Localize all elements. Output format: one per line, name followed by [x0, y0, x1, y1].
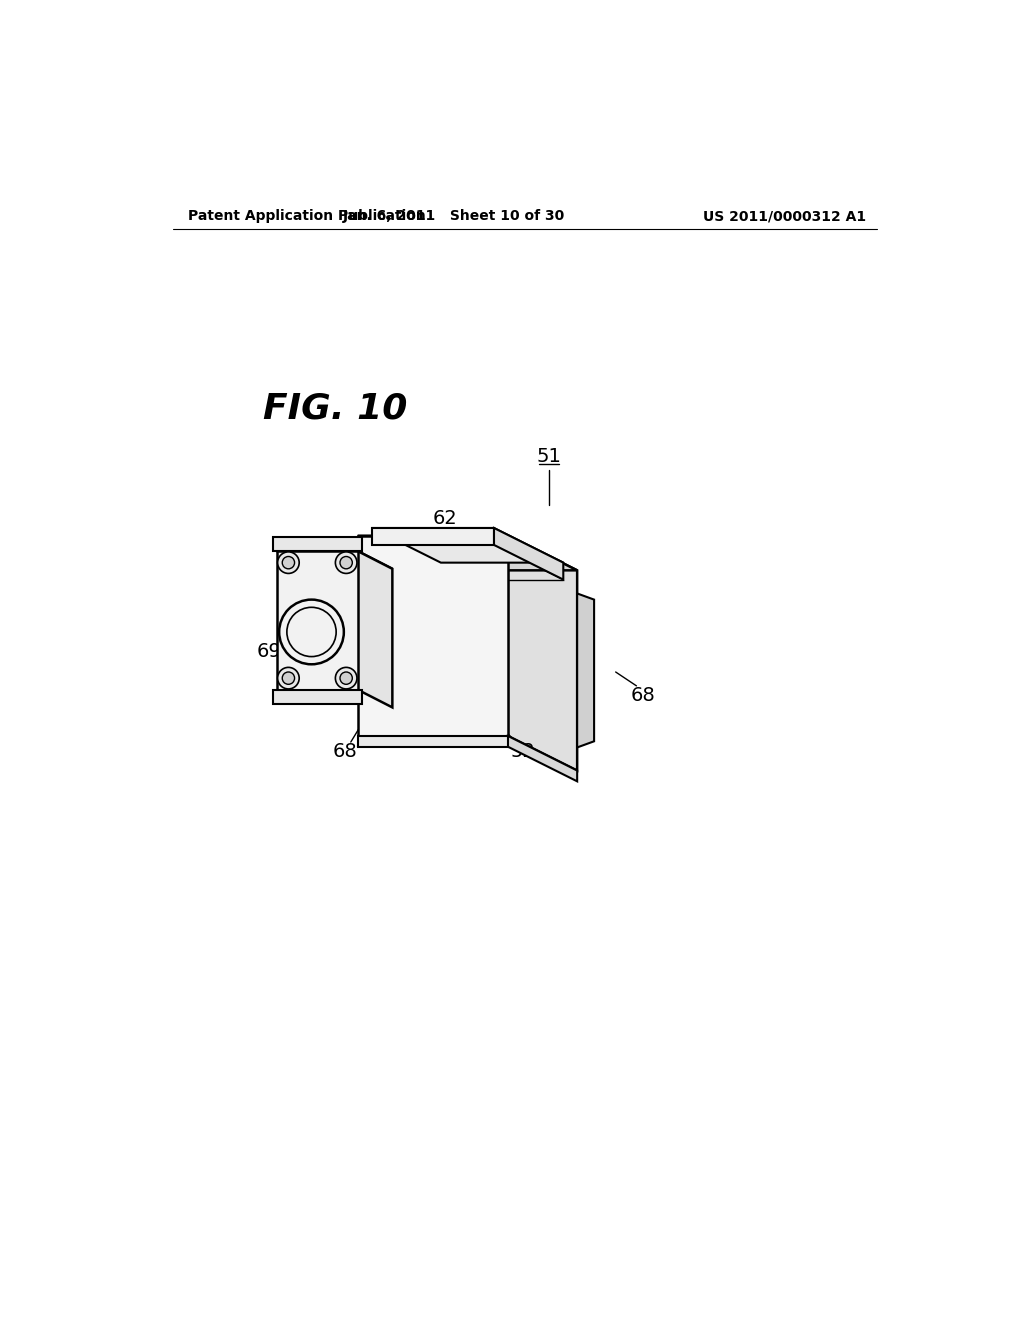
Text: 71: 71: [282, 569, 306, 587]
Polygon shape: [357, 536, 578, 570]
Polygon shape: [578, 594, 594, 747]
Circle shape: [283, 672, 295, 684]
Text: 69: 69: [257, 642, 282, 661]
Polygon shape: [372, 528, 494, 545]
Text: 51: 51: [537, 447, 561, 466]
Text: FIG. 10: FIG. 10: [263, 392, 408, 425]
Polygon shape: [273, 689, 361, 704]
Polygon shape: [357, 737, 508, 747]
Polygon shape: [357, 552, 392, 708]
Polygon shape: [276, 552, 357, 689]
Polygon shape: [508, 536, 578, 771]
Polygon shape: [276, 552, 392, 569]
Polygon shape: [357, 536, 508, 737]
Text: 52: 52: [511, 742, 536, 760]
Circle shape: [278, 552, 299, 573]
Circle shape: [340, 672, 352, 684]
Text: 68: 68: [332, 742, 357, 760]
Polygon shape: [494, 528, 563, 579]
Text: Patent Application Publication: Patent Application Publication: [188, 209, 426, 223]
Circle shape: [336, 668, 357, 689]
Text: 68: 68: [630, 685, 655, 705]
Text: Jan. 6, 2011   Sheet 10 of 30: Jan. 6, 2011 Sheet 10 of 30: [343, 209, 565, 223]
Text: 62: 62: [432, 510, 457, 528]
Circle shape: [283, 557, 295, 569]
Polygon shape: [372, 528, 563, 562]
Circle shape: [340, 557, 352, 569]
Polygon shape: [273, 537, 361, 552]
Circle shape: [336, 552, 357, 573]
Text: US 2011/0000312 A1: US 2011/0000312 A1: [702, 209, 866, 223]
Polygon shape: [508, 737, 578, 781]
Circle shape: [278, 668, 299, 689]
